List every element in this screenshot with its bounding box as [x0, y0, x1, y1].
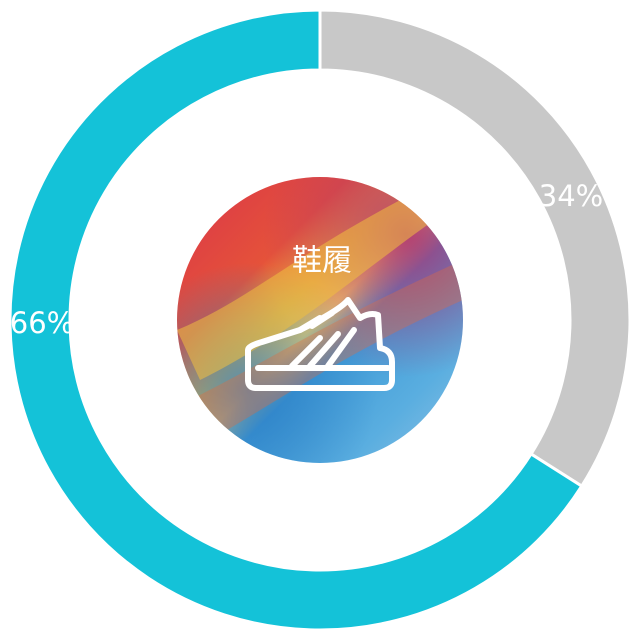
chart: 鞋履 34% 66%	[0, 0, 631, 632]
value-label: 34%	[539, 179, 603, 213]
center-label: 鞋履	[292, 244, 352, 279]
page: 鞋履 34%66% (() => { const data = JSON.par…	[0, 0, 631, 632]
value-label: 66%	[10, 306, 74, 340]
